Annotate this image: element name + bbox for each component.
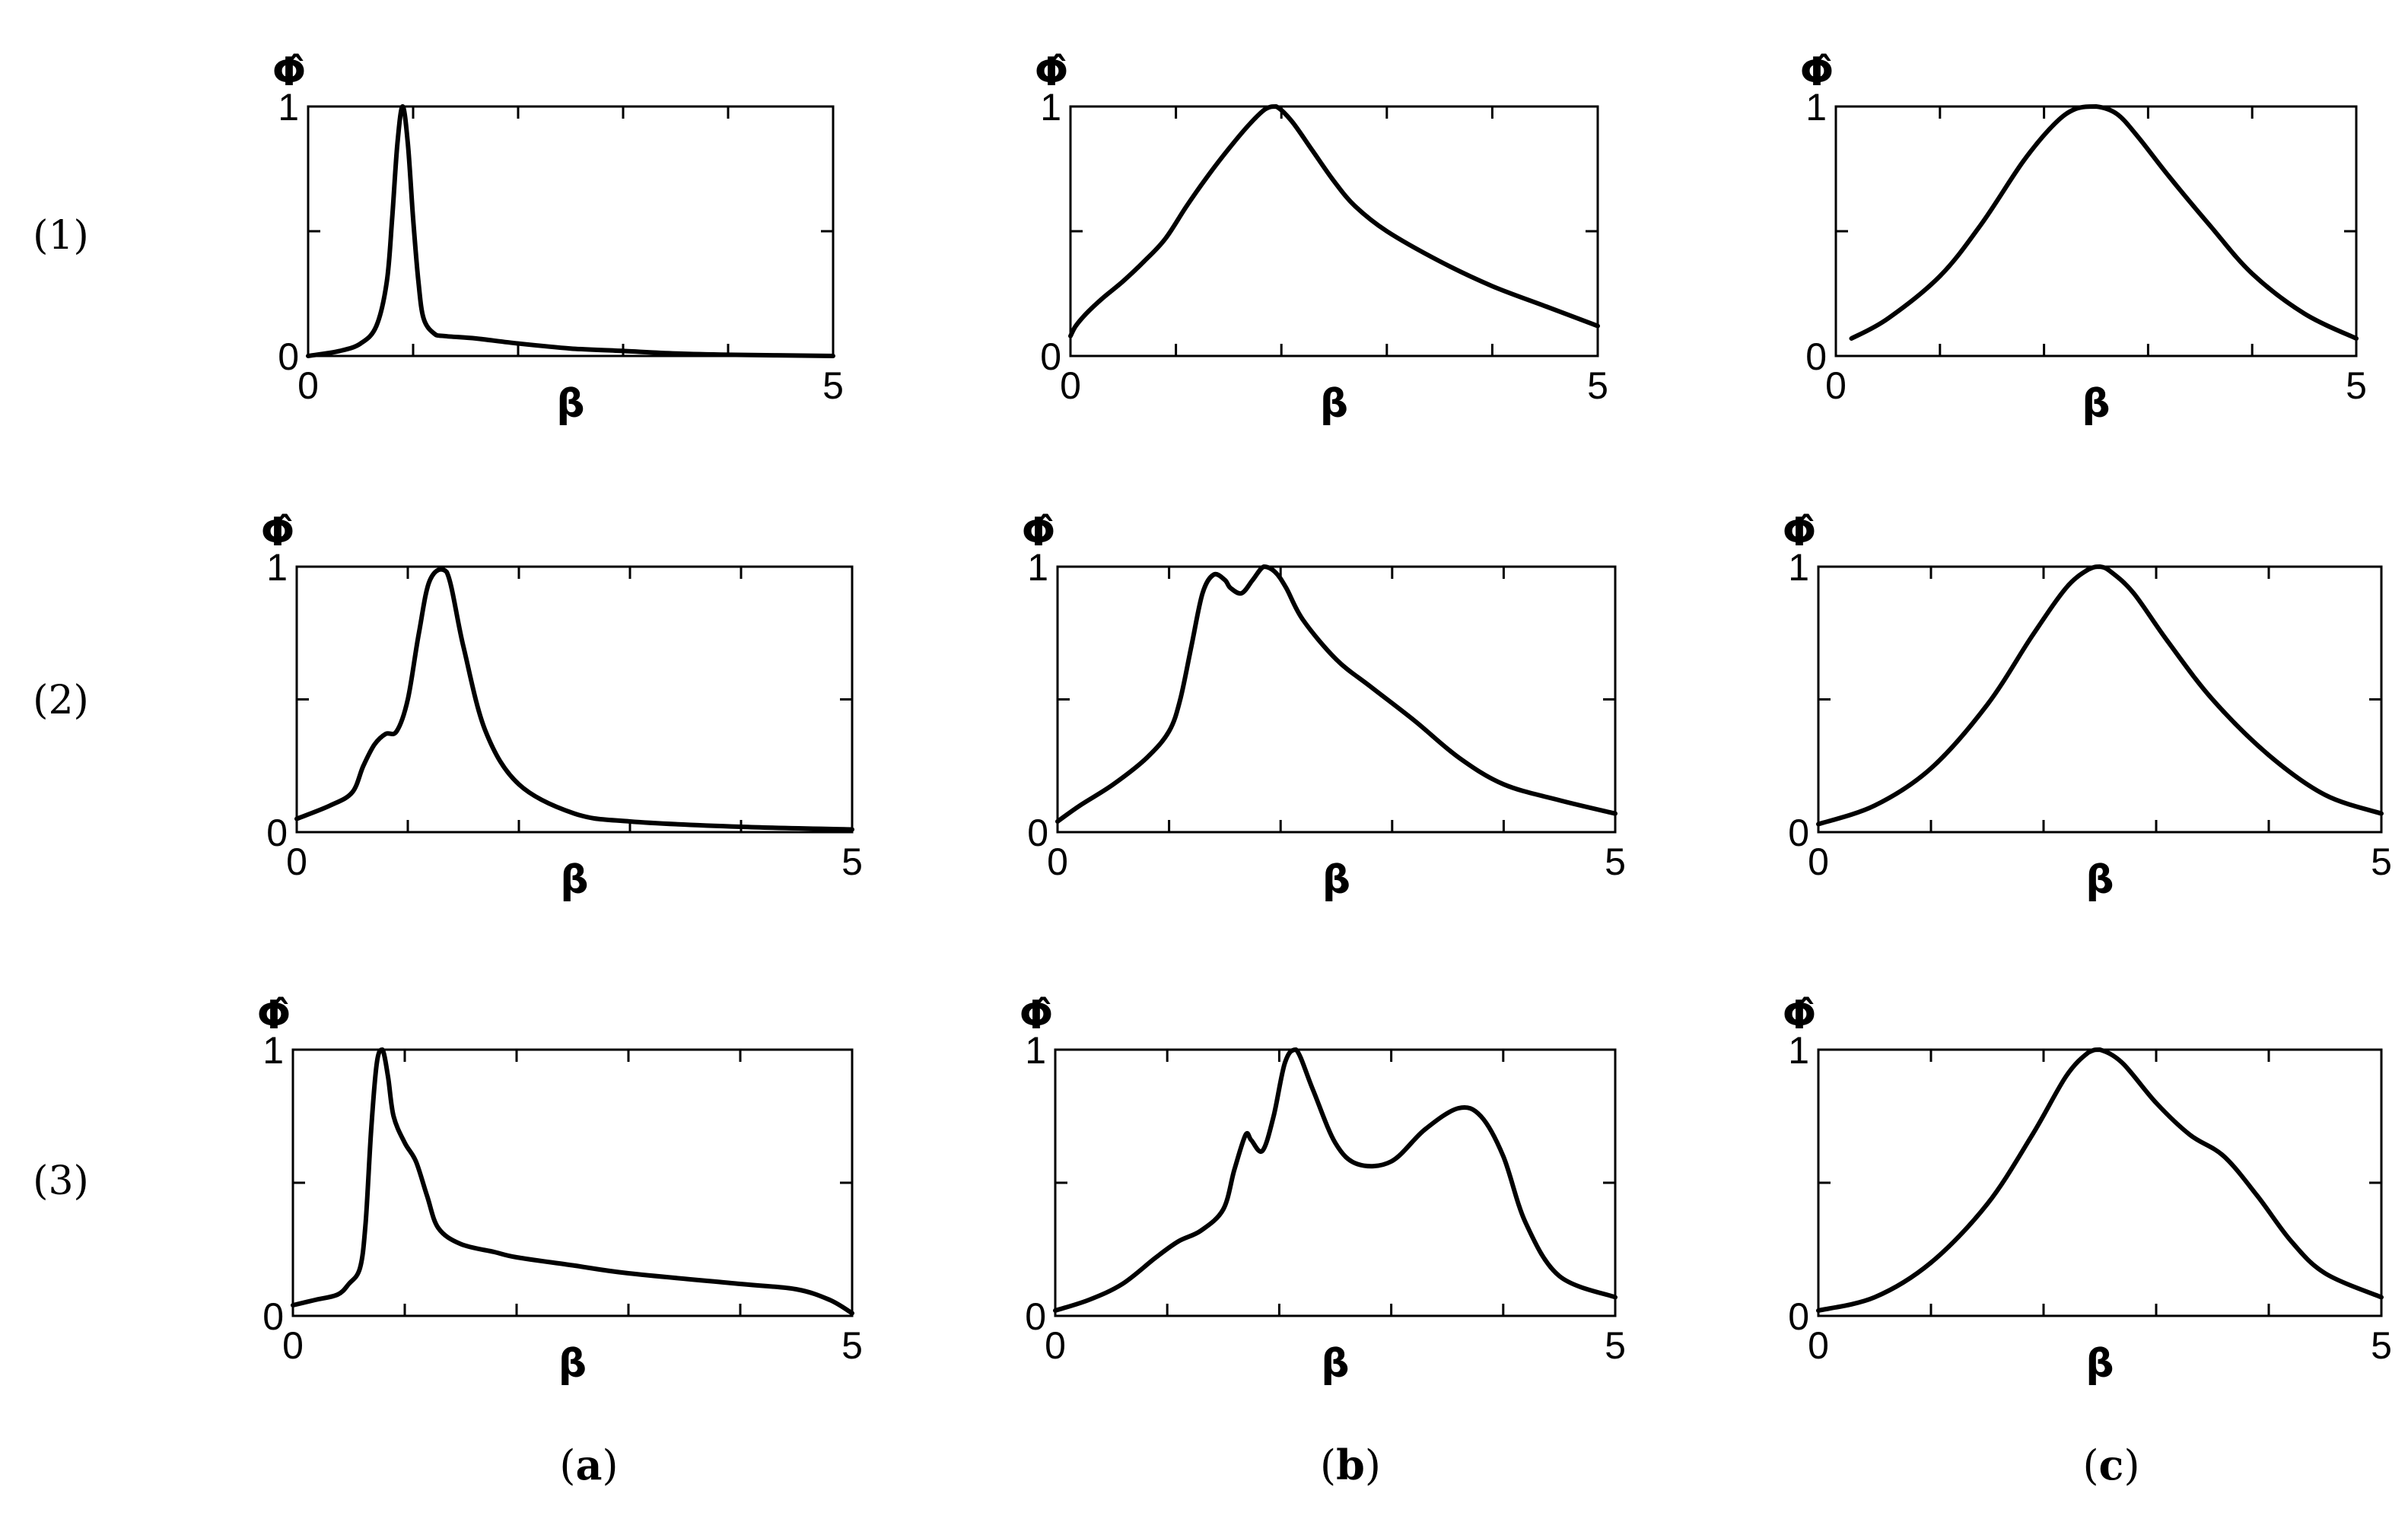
series-line: [306, 104, 835, 358]
x-axis-title: β: [1322, 857, 1350, 903]
plot-frame: [1054, 1048, 1617, 1317]
series-line: [1849, 104, 2359, 341]
x-axis-title: β: [2085, 857, 2114, 903]
y-tick-label-min: 0: [1027, 812, 1048, 854]
series-line: [1053, 1047, 1618, 1313]
x-tick-label-min: 0: [1060, 364, 1081, 407]
x-tick-label-min: 0: [297, 364, 319, 407]
panel-3c: 1 00 5 β Φ̂: [1783, 993, 2392, 1387]
y-tick-label-min: 0: [1025, 1295, 1046, 1338]
series-line: [294, 567, 854, 832]
y-axis-title: Φ̂: [1800, 49, 1834, 95]
y-tick-label-max: 1: [1788, 1029, 1809, 1072]
x-axis-title: β: [1320, 381, 1348, 427]
column-label-a: (a): [559, 1441, 618, 1489]
y-tick-label-max: 1: [266, 546, 288, 589]
panel-2a: 1 00 5 β Φ̂: [261, 510, 863, 903]
series-line: [1055, 564, 1618, 824]
panel-2c: 1 00 5 β Φ̂: [1783, 510, 2392, 903]
column-labels: (a) (b) (c): [559, 1441, 2139, 1489]
series-line: [1068, 104, 1600, 338]
plot-frame: [307, 105, 835, 357]
y-axis-title: Φ̂: [1022, 510, 1055, 555]
y-tick-label-max: 1: [1027, 546, 1048, 589]
x-tick-label-max: 5: [1587, 364, 1608, 407]
x-tick-label-min: 0: [1045, 1324, 1066, 1367]
x-tick-label-max: 5: [841, 840, 863, 883]
series-line: [1816, 564, 2384, 827]
x-tick-label-max: 5: [1605, 840, 1626, 883]
x-tick-label-max: 5: [841, 1324, 863, 1367]
x-tick-label-max: 5: [2346, 364, 2367, 407]
column-label-b: (b): [1320, 1441, 1381, 1489]
panel-3b: 1 00 5 β Φ̂: [1020, 993, 1626, 1387]
x-axis-title: β: [558, 1341, 587, 1387]
y-axis-title: Φ̂: [1020, 993, 1053, 1038]
y-axis-title: Φ̂: [257, 993, 291, 1038]
row-label-2: (2): [33, 678, 89, 723]
y-tick-label-max: 1: [1805, 86, 1827, 129]
y-tick-label-max: 1: [278, 86, 299, 129]
plot-frame: [295, 565, 854, 834]
y-tick-label-min: 0: [278, 335, 299, 378]
x-axis-title: β: [1321, 1341, 1349, 1387]
x-tick-label-min: 0: [1825, 364, 1847, 407]
y-tick-label-max: 1: [1788, 546, 1809, 589]
row-label-3: (3): [33, 1158, 89, 1204]
y-axis-title: Φ̂: [1783, 993, 1816, 1038]
series-line: [291, 1047, 854, 1316]
plot-frame: [291, 1048, 854, 1317]
y-tick-label-min: 0: [262, 1295, 284, 1338]
series-line: [1816, 1047, 2384, 1313]
panels: 100 5βΦ̂100 5βΦ̂100 5βΦ̂100 5βΦ̂100 5βΦ̂100 5β…: [257, 49, 2392, 1387]
plot-frame: [1834, 105, 2358, 357]
y-axis-title: Φ̂: [261, 510, 294, 555]
panel-1a: 1 00 5 β Φ̂: [272, 49, 844, 427]
y-tick-label-min: 0: [1805, 335, 1827, 378]
y-tick-label-min: 0: [1040, 335, 1061, 378]
x-axis-title: β: [560, 857, 588, 903]
row-label-1: (1): [33, 213, 89, 259]
plot-frame: [1817, 1048, 2383, 1317]
x-tick-label-min: 0: [286, 840, 307, 883]
y-tick-label-min: 0: [1788, 812, 1809, 854]
x-tick-label-max: 5: [1605, 1324, 1626, 1367]
x-tick-label-min: 0: [282, 1324, 304, 1367]
panel-3a: 1 00 5 β Φ̂: [257, 993, 863, 1387]
x-tick-label-max: 5: [822, 364, 844, 407]
y-tick-label-max: 1: [262, 1029, 284, 1072]
x-tick-label-min: 0: [1047, 840, 1068, 883]
column-label-c: (c): [2082, 1441, 2139, 1489]
y-axis-title: Φ̂: [272, 49, 306, 95]
panel-1c: 1 00 5 β Φ̂: [1800, 49, 2367, 427]
x-axis-title: β: [2085, 1341, 2114, 1387]
y-axis-title: Φ̂: [1035, 49, 1068, 95]
x-tick-label-max: 5: [2371, 840, 2392, 883]
panel-2b: 1 00 5 β Φ̂: [1022, 510, 1626, 903]
x-axis-title: β: [556, 381, 584, 427]
x-axis-title: β: [2082, 381, 2110, 427]
y-tick-label-max: 1: [1040, 86, 1061, 129]
y-axis-title: Φ̂: [1783, 510, 1816, 555]
panel-1b: 1 00 5 β Φ̂: [1035, 49, 1608, 427]
x-tick-label-max: 5: [2371, 1324, 2392, 1367]
x-tick-label-min: 0: [1808, 840, 1829, 883]
y-tick-label-min: 0: [1788, 1295, 1809, 1338]
x-tick-label-min: 0: [1808, 1324, 1829, 1367]
y-tick-label-max: 1: [1025, 1029, 1046, 1072]
y-tick-label-min: 0: [266, 812, 288, 854]
plot-frame: [1069, 105, 1599, 357]
row-labels: (1) (2) (3): [33, 213, 89, 1204]
